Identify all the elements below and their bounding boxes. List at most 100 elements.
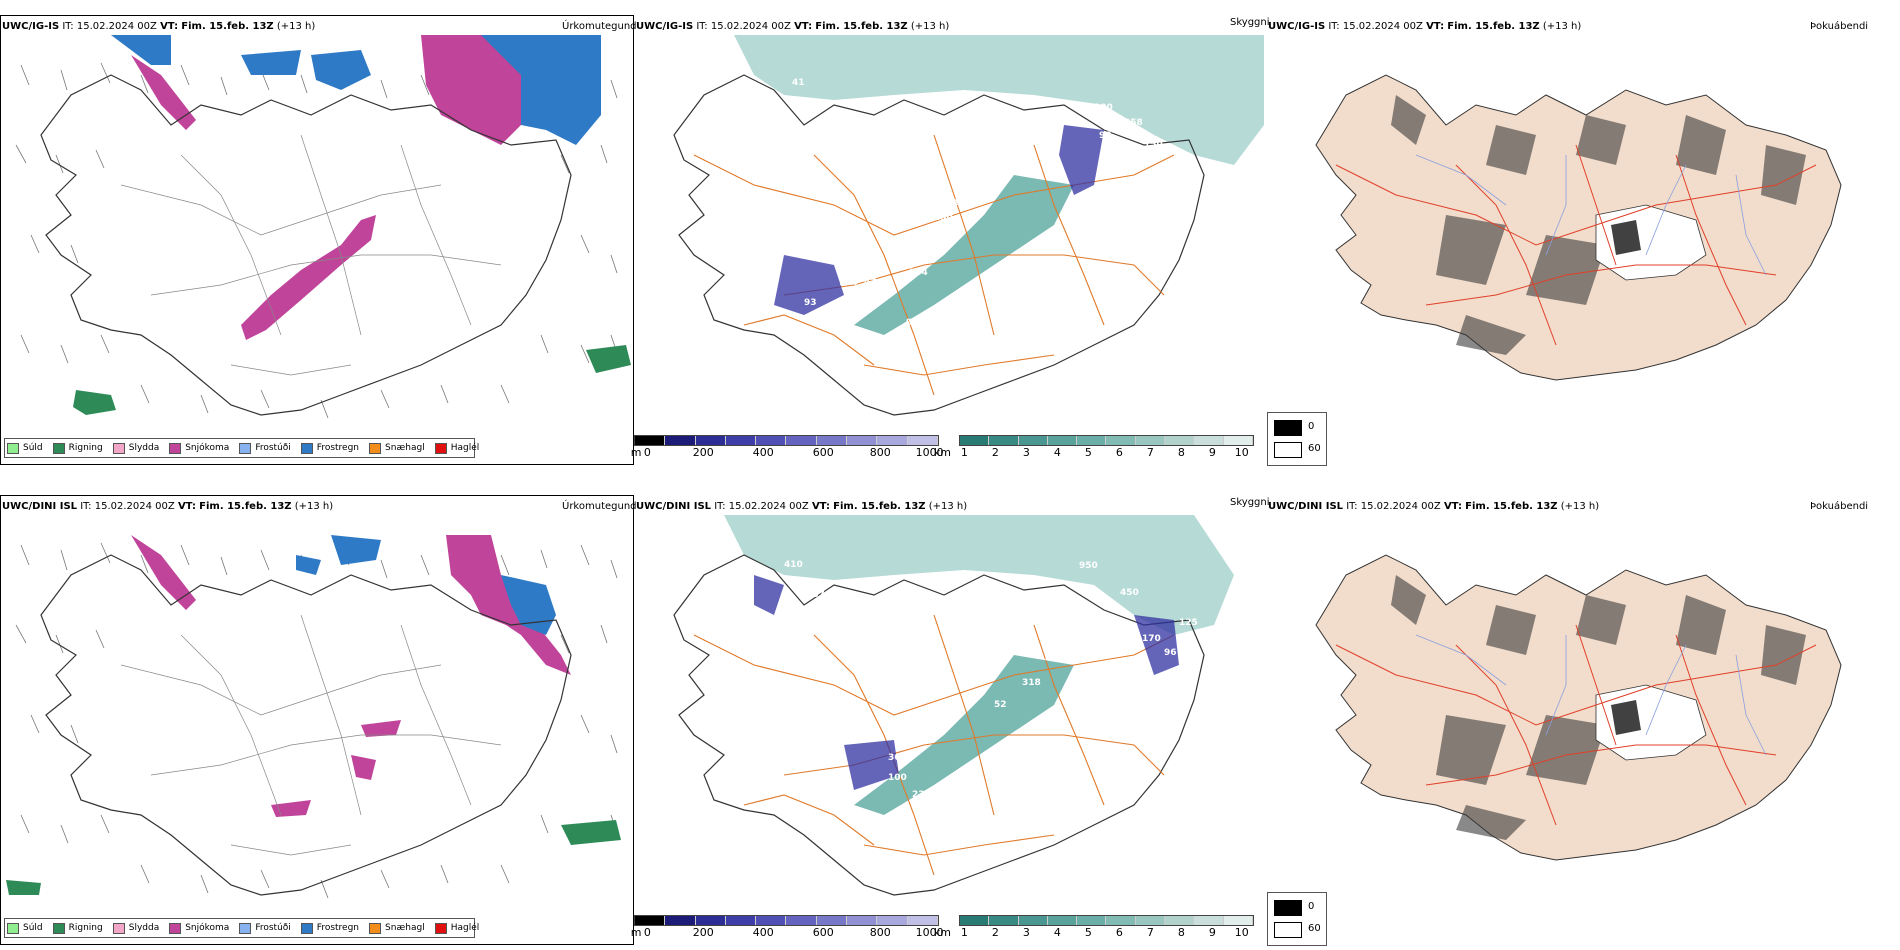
- panel-fog-index: UWC/DINI ISL IT: 15.02.2024 00Z VT: Fim.…: [1266, 480, 1900, 950]
- precip-map: [6, 535, 621, 899]
- svg-text:170: 170: [1142, 634, 1161, 644]
- legend-item: Haglél: [434, 442, 479, 454]
- freezing-rain-area-cap: [241, 50, 301, 75]
- svg-text:100: 100: [888, 773, 907, 783]
- svg-text:144: 144: [839, 278, 858, 288]
- snow-area-west: [131, 535, 196, 610]
- visibility-value-labels: 410 487 266 950 410 450 281 170 382 96 1…: [784, 560, 1198, 814]
- scale-tick-labels: m 0 200 400 600 800 1000: [630, 926, 944, 939]
- panel-visibility: UWC/IG-IS IT: 15.02.2024 00Z VT: Fim. 15…: [631, 0, 1327, 470]
- freezing-rain-area-north: [296, 535, 381, 575]
- scale-tick-labels: km 1 2 3 4 5 6 7 8 9 10: [933, 926, 1249, 939]
- wind-barbs: [15, 542, 618, 899]
- scale-tick-labels: km 1 2 3 4 5 6 7 8 9 10: [933, 446, 1249, 459]
- svg-text:36: 36: [888, 753, 901, 763]
- svg-text:101: 101: [862, 264, 881, 274]
- panel-precip-type: UWC/DINI ISL IT: 15.02.2024 00Z VT: Fim.…: [0, 480, 637, 950]
- teal-visibility-band: [854, 175, 1074, 335]
- legend-item: Snjókoma: [169, 442, 229, 454]
- svg-text:93: 93: [804, 298, 817, 308]
- scale-colorbar: [959, 435, 1254, 446]
- panel-title: UWC/IG-IS IT: 15.02.2024 00Z VT: Fim. 15…: [2, 21, 316, 32]
- svg-text:410: 410: [784, 560, 803, 570]
- svg-text:96: 96: [1164, 648, 1177, 658]
- svg-text:316: 316: [849, 248, 868, 258]
- freezing-rain-area-mid: [311, 50, 371, 90]
- fog-dark-zones: [1391, 575, 1806, 840]
- road-lines: [120, 134, 502, 376]
- precip-legend: Súld Rigning Slydda Snjókoma Frostúði Fr…: [4, 918, 479, 938]
- svg-text:164: 164: [909, 268, 928, 278]
- rain-coast: [73, 345, 631, 415]
- teal-visibility-field: [724, 515, 1234, 635]
- fog-index-legend: 0 60: [1267, 892, 1327, 946]
- variable-label: Úrkomutegund: [562, 21, 637, 32]
- snow-patches-south: [271, 720, 401, 817]
- road-network: [693, 134, 1175, 396]
- scale-colorbar: [634, 915, 939, 926]
- panel-visibility: UWC/DINI ISL IT: 15.02.2024 00Z VT: Fim.…: [630, 480, 1327, 950]
- svg-text:97: 97: [906, 318, 919, 328]
- panel-title: UWC/DINI ISL IT: 15.02.2024 00Z VT: Fim.…: [1268, 501, 1600, 512]
- visibility-map: 41 300 258 92 150 152 42 10 268 250 208 …: [673, 35, 1264, 416]
- svg-text:474: 474: [864, 278, 883, 288]
- panel-title: UWC/DINI ISL IT: 15.02.2024 00Z VT: Fim.…: [636, 501, 968, 512]
- panel-frame: [0, 15, 634, 465]
- legend-item: Frostregn: [300, 922, 359, 934]
- legend-item: Frostúði: [239, 442, 291, 454]
- legend-item: Haglél: [434, 922, 479, 934]
- svg-text:266: 266: [800, 618, 819, 628]
- fog-index-legend: 0 60: [1267, 412, 1327, 466]
- panel-title: UWC/IG-IS IT: 15.02.2024 00Z VT: Fim. 15…: [636, 21, 950, 32]
- fog-map: [1315, 74, 1842, 381]
- fog-glacier-dark: [1611, 700, 1641, 735]
- scale-colorbar: [634, 435, 939, 446]
- precip-legend: Súld Rigning Slydda Snjókoma Frostúði Fr…: [4, 438, 479, 458]
- variable-label: Þokuábendi: [1810, 501, 1869, 512]
- fog-glacier-dark: [1611, 220, 1641, 255]
- precip-map: [15, 35, 631, 419]
- road-lines: [120, 614, 502, 856]
- iceland-outline: [673, 74, 1205, 416]
- svg-text:487: 487: [806, 590, 825, 600]
- visibility-scale-km: km 1 2 3 4 5 6 7 8 9 10: [933, 915, 1254, 945]
- svg-text:382: 382: [1096, 644, 1115, 654]
- svg-text:23: 23: [912, 790, 925, 800]
- snow-area-northeast: [446, 535, 571, 675]
- svg-text:42: 42: [1150, 173, 1163, 183]
- svg-text:268: 268: [942, 198, 961, 208]
- variable-label: Skyggni: [1230, 17, 1270, 28]
- visibility-scale-m: m 0 200 400 600 800 1000: [630, 915, 944, 945]
- variable-label: Skyggni: [1230, 497, 1270, 508]
- panel-frame: [0, 495, 634, 945]
- svg-text:25: 25: [926, 804, 939, 814]
- legend-item: Frostregn: [300, 442, 359, 454]
- svg-text:152: 152: [1100, 153, 1119, 163]
- snow-area-north: [421, 35, 521, 145]
- legend-item: Slydda: [112, 922, 159, 934]
- visibility-scale-km: km 1 2 3 4 5 6 7 8 9 10: [933, 435, 1254, 465]
- panel-title: UWC/IG-IS IT: 15.02.2024 00Z VT: Fim. 15…: [1268, 21, 1582, 32]
- svg-text:125: 125: [1179, 618, 1198, 628]
- roads-red: [1335, 624, 1817, 826]
- panel-precip-type: UWC/IG-IS IT: 15.02.2024 00Z VT: Fim. 15…: [0, 0, 637, 470]
- freezing-rain-area-north: [481, 35, 601, 145]
- snow-area-west: [131, 55, 196, 130]
- iceland-outline: [40, 554, 572, 896]
- freezing-rain-area-northeast: [501, 575, 556, 635]
- visibility-value-labels: 41 300 258 92 150 152 42 10 268 250 208 …: [792, 78, 1180, 356]
- svg-text:92: 92: [1099, 131, 1112, 141]
- svg-text:208: 208: [929, 241, 948, 251]
- row-ig-is: UWC/IG-IS IT: 15.02.2024 00Z VT: Fim. 15…: [0, 0, 1900, 470]
- freezing-rain-area-west: [111, 35, 171, 65]
- svg-text:102: 102: [1044, 653, 1063, 663]
- legend-item: Frostúði: [239, 922, 291, 934]
- scale-colorbar: [959, 915, 1254, 926]
- iceland-outline: [40, 74, 572, 416]
- visibility-map: 410 487 266 950 410 450 281 170 382 96 1…: [673, 515, 1234, 896]
- svg-text:12: 12: [904, 346, 917, 356]
- rivers-blue: [1415, 634, 1767, 756]
- legend-item: Rigning: [52, 922, 103, 934]
- svg-text:10: 10: [1167, 186, 1180, 196]
- variable-label: Þokuábendi: [1810, 21, 1869, 32]
